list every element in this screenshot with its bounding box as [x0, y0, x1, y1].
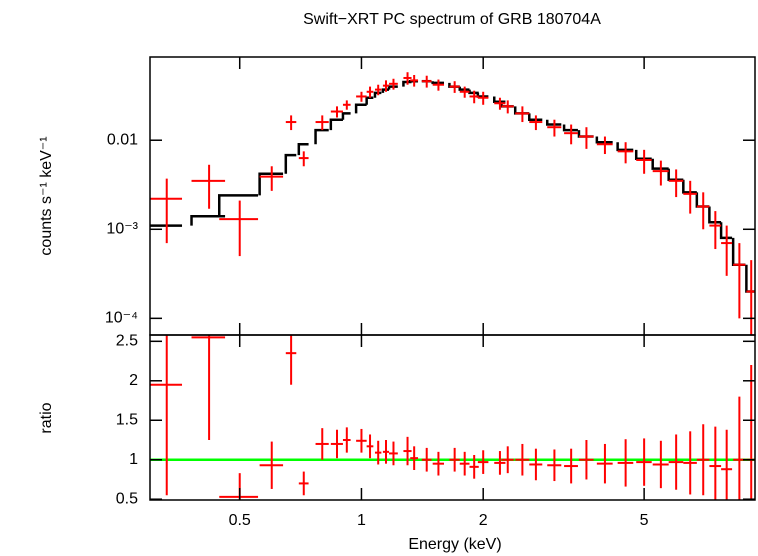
x-axis-label: Energy (keV): [408, 536, 501, 553]
model-step: [190, 215, 226, 226]
model-step: [545, 119, 562, 126]
spectrum-plot: [150, 72, 755, 335]
model-step: [314, 128, 329, 145]
y-tick-label: 1: [129, 451, 138, 468]
model-step: [595, 136, 613, 144]
model-step: [354, 103, 367, 114]
y-tick-label: 0.5: [116, 490, 138, 507]
panel-frame: [149, 334, 756, 501]
model-step: [651, 158, 669, 170]
y-tick-label: 0.01: [107, 131, 138, 148]
y-tick-label: 10⁻³: [106, 221, 138, 238]
model-step: [431, 81, 445, 85]
model-step: [634, 149, 652, 160]
x-tick-label: 2: [479, 512, 488, 529]
y-tick-label: 10⁻⁴: [105, 310, 138, 327]
y-tick-label: 1.5: [116, 411, 138, 428]
y-tick-label: 2: [129, 372, 138, 389]
model-step: [528, 113, 543, 121]
model-step: [284, 153, 297, 174]
chart-title: Swift−XRT PC spectrum of GRB 180704A: [303, 11, 601, 28]
model-step: [708, 206, 722, 224]
ratio-plot: [150, 335, 755, 500]
model-step: [402, 80, 412, 87]
model-step: [341, 112, 351, 120]
x-tick-label: 5: [640, 512, 649, 529]
y-tick-label: 2.5: [116, 333, 138, 350]
model-step: [667, 168, 684, 181]
model-step: [458, 86, 470, 91]
model-step: [468, 89, 479, 95]
y-axis-label: ratio: [38, 402, 55, 433]
x-tick-label: 0.5: [229, 512, 251, 529]
model-step: [719, 222, 733, 240]
y-axis-label: counts s⁻¹ keV⁻¹: [38, 136, 55, 255]
model-step: [297, 143, 309, 156]
model-step: [218, 194, 259, 217]
model-step: [616, 142, 634, 152]
model-step: [329, 118, 343, 131]
model-step: [365, 96, 374, 105]
x-tick-label: 1: [357, 512, 366, 529]
model-step: [258, 172, 284, 196]
model-step: [682, 179, 697, 194]
model-step: [562, 124, 578, 132]
model-step: [373, 91, 382, 98]
